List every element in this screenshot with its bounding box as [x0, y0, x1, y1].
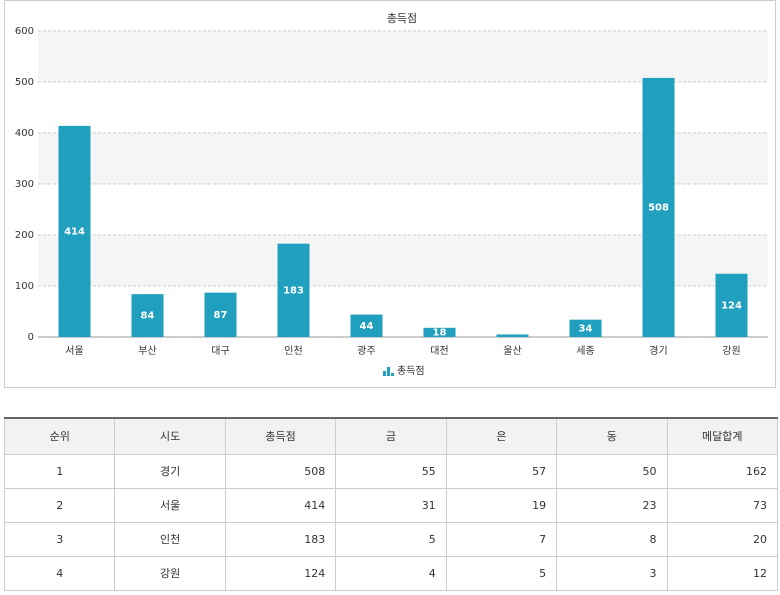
x-tick-label: 인천 [284, 345, 302, 357]
bar [715, 273, 748, 337]
table-cell: 3 [3, 521, 116, 557]
table-cell: 5 [335, 521, 447, 557]
x-tick-label: 광주 [357, 345, 375, 357]
table-cell: 508 [224, 453, 337, 489]
data-label: 124 [721, 300, 742, 311]
data-label: 44 [360, 321, 374, 332]
table-cell: 인천 [114, 521, 226, 557]
bar [569, 319, 602, 337]
chart-title: 총득점 [387, 12, 417, 25]
bar [58, 125, 91, 337]
table-cell: 50 [556, 453, 668, 489]
table-cell: 19 [445, 487, 558, 523]
y-tick-label: 200 [15, 230, 34, 241]
bar [277, 243, 310, 337]
x-tick-label: 세종 [576, 345, 594, 357]
data-label: 508 [648, 202, 669, 213]
table-cell: 31 [335, 487, 447, 523]
x-tick-label: 경기 [649, 344, 667, 357]
y-tick-label: 300 [15, 179, 34, 190]
table-cell: 강원 [114, 555, 226, 591]
table-row: 2 서울 414 31 19 23 73 [3, 487, 779, 523]
table-cell: 162 [666, 453, 779, 489]
table-row: 3 인천 183 5 7 8 20 [3, 521, 779, 557]
x-tick-label: 대구 [211, 345, 229, 357]
table-cell: 73 [666, 487, 779, 523]
bar [350, 314, 383, 337]
bar [642, 77, 675, 338]
y-tick-label: 100 [15, 281, 34, 292]
legend-icon [387, 367, 390, 376]
legend-icon [383, 371, 386, 376]
table-cell: 4 [3, 555, 116, 591]
data-label: 414 [64, 226, 85, 237]
data-label: 18 [433, 327, 447, 338]
x-tick-label: 서울 [65, 345, 83, 357]
y-tick-label: 400 [15, 128, 34, 139]
table-cell: 7 [445, 521, 558, 557]
chart-box: 총득점 0 100 200 300 400 500 600 서울 부산 대구 인천 광주 대전 울산 세종 경… [4, 0, 776, 388]
table-cell: 20 [666, 521, 779, 557]
table-cell: 2 [3, 487, 116, 523]
legend-icon [391, 373, 394, 376]
table-cell: 183 [224, 521, 337, 557]
table-cell: 5 [445, 555, 558, 591]
x-tick-label: 강원 [722, 345, 740, 357]
table-cell: 4 [335, 555, 447, 591]
column-header: 순위 [3, 417, 116, 455]
data-label: 84 [141, 311, 155, 322]
y-tick-label: 0 [28, 332, 34, 343]
table-cell: 57 [445, 453, 558, 489]
bar [423, 327, 456, 337]
y-tick-label: 600 [15, 26, 34, 37]
y-tick-label: 500 [15, 77, 34, 88]
table-cell: 3 [556, 555, 668, 591]
column-header: 시도 [114, 417, 226, 455]
column-header: 총득점 [224, 417, 337, 455]
x-tick-label: 울산 [503, 345, 521, 357]
table-cell: 55 [335, 453, 447, 489]
x-tick-label: 부산 [138, 345, 156, 357]
table-row: 1 경기 508 55 57 50 162 [3, 453, 779, 489]
bar [496, 334, 529, 337]
table-body: 1 경기 508 55 57 50 162 2 서울 414 31 19 23 73 3 인천 183 5 7 8 20… [3, 453, 779, 591]
chart: 총득점 0 100 200 300 400 500 600 서울 부산 대구 인천 광주 대전 울산 세종 경… [15, 12, 768, 377]
legend-label: 총득점 [397, 365, 425, 377]
table-cell: 8 [556, 521, 668, 557]
table-row: 4 강원 124 4 5 3 12 [3, 555, 779, 591]
table-cell: 경기 [114, 453, 226, 489]
table-cell: 414 [224, 487, 337, 523]
table-cell: 124 [224, 555, 337, 591]
column-header: 동 [556, 417, 668, 455]
table-cell: 서울 [114, 487, 226, 523]
x-tick-label: 대전 [430, 345, 448, 357]
table-cell: 12 [666, 555, 779, 591]
bar [204, 292, 237, 337]
column-header: 은 [445, 417, 558, 455]
data-label: 34 [579, 323, 593, 334]
data-label: 183 [283, 285, 304, 296]
column-header: 메달합계 [666, 417, 779, 455]
data-label: 87 [214, 310, 228, 321]
table-cell: 23 [556, 487, 668, 523]
ranking-table: 순위 시도 총득점 금 은 동 메달합계 1 경기 508 55 57 50 162 2 서울 414 31 19 2… [3, 417, 779, 591]
bar [131, 294, 164, 337]
table-cell: 1 [3, 453, 116, 489]
plot-band [38, 31, 768, 82]
column-header: 금 [335, 417, 447, 455]
header-row: 순위 시도 총득점 금 은 동 메달합계 [3, 417, 779, 455]
